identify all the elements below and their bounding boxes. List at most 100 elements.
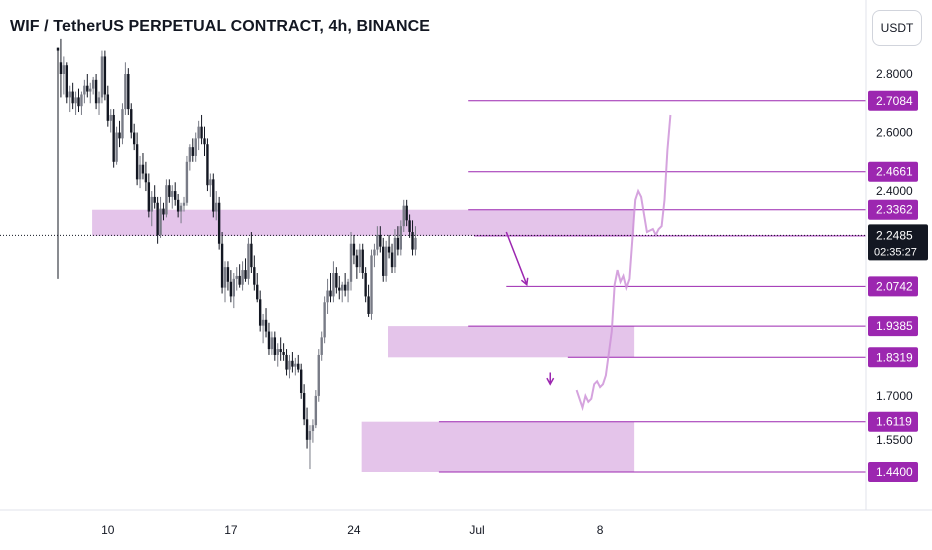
level-price-label: 1.4400 bbox=[876, 465, 913, 479]
candle-body bbox=[121, 109, 124, 139]
candle-body bbox=[91, 79, 95, 89]
candle-body bbox=[326, 290, 329, 303]
level-price-label: 2.0742 bbox=[876, 279, 913, 293]
candle-body bbox=[399, 226, 403, 250]
candle-body bbox=[223, 267, 227, 288]
candle-body bbox=[235, 275, 238, 279]
level-price-label: 2.4661 bbox=[876, 165, 913, 179]
candle-body bbox=[258, 299, 262, 326]
candle-body bbox=[247, 243, 250, 279]
candle-body bbox=[203, 138, 206, 145]
candle-body bbox=[220, 243, 224, 288]
candle-body bbox=[182, 202, 186, 206]
candle-body bbox=[361, 249, 364, 273]
candle-body bbox=[285, 354, 288, 370]
candle-body bbox=[212, 179, 215, 212]
candle-body bbox=[384, 246, 388, 276]
last-price-label: 2.2485 bbox=[876, 228, 913, 242]
candle-body bbox=[302, 392, 306, 420]
arrow-head bbox=[520, 277, 529, 287]
level-price-badge bbox=[868, 90, 918, 111]
candle-body bbox=[103, 56, 107, 95]
candle-body bbox=[390, 252, 394, 268]
candle-body bbox=[229, 281, 233, 297]
candle-body bbox=[165, 185, 168, 215]
candle-body bbox=[100, 56, 104, 98]
candle-body bbox=[217, 202, 221, 244]
zone-rectangle bbox=[388, 326, 635, 358]
candle-body bbox=[297, 363, 300, 370]
candle-body bbox=[379, 234, 382, 247]
level-price-badge bbox=[868, 276, 918, 297]
candles-layer bbox=[56, 38, 417, 470]
candle-body bbox=[206, 144, 209, 186]
price-tick-label: 2.6000 bbox=[876, 126, 913, 140]
price-tick-label: 2.4000 bbox=[876, 184, 913, 198]
candle-body bbox=[144, 173, 148, 183]
candle-body bbox=[279, 349, 282, 353]
candle-body bbox=[171, 191, 174, 197]
candle-body bbox=[276, 349, 279, 355]
candle-body bbox=[305, 419, 309, 440]
candle-body bbox=[185, 161, 189, 203]
candle-body bbox=[264, 319, 268, 332]
candle-body bbox=[317, 354, 320, 396]
candle-body bbox=[59, 62, 63, 74]
candle-body bbox=[341, 284, 344, 291]
axes: 2.8000 2.6000 2.4000 1.7000 1.5500 10 17 24 Jul 8… bbox=[0, 0, 932, 537]
candle-body bbox=[83, 85, 86, 95]
level-price-badge bbox=[868, 161, 918, 182]
candle-body bbox=[56, 47, 60, 51]
time-tick-label: 10 bbox=[101, 523, 115, 537]
candle-body bbox=[273, 337, 277, 355]
currency-selector-button[interactable]: USDT bbox=[872, 10, 922, 46]
candle-body bbox=[74, 97, 77, 104]
candle-body bbox=[408, 220, 411, 233]
candle-body bbox=[188, 147, 192, 162]
candle-body bbox=[147, 182, 151, 212]
candle-body bbox=[396, 237, 400, 250]
candle-body bbox=[291, 360, 294, 367]
candle-body bbox=[244, 270, 247, 279]
level-price-label: 1.8319 bbox=[876, 350, 913, 364]
candle-body bbox=[352, 243, 356, 256]
candle-body bbox=[311, 425, 315, 432]
candle-body bbox=[115, 132, 118, 162]
level-price-badge bbox=[868, 199, 918, 220]
candle-body bbox=[94, 79, 98, 104]
candle-body bbox=[132, 132, 136, 145]
candle-body bbox=[414, 237, 417, 250]
candle-body bbox=[194, 138, 197, 156]
candle-body bbox=[118, 132, 121, 139]
candle-body bbox=[299, 369, 303, 393]
candle-body bbox=[294, 363, 297, 367]
candle-body bbox=[112, 114, 115, 162]
level-price-badge bbox=[868, 347, 918, 368]
price-tick-label: 1.7000 bbox=[876, 389, 913, 403]
candle-body bbox=[367, 296, 370, 314]
candle-body bbox=[393, 237, 397, 268]
level-price-badge bbox=[868, 316, 918, 337]
candle-body bbox=[215, 202, 218, 212]
arrow-line bbox=[505, 231, 528, 285]
candle-body bbox=[364, 273, 367, 297]
price-tick-label: 1.5500 bbox=[876, 433, 913, 447]
candle-body bbox=[127, 74, 130, 110]
time-tick-label: 24 bbox=[347, 523, 361, 537]
candle-body bbox=[250, 243, 253, 268]
candle-body bbox=[130, 109, 133, 133]
level-price-label: 1.9385 bbox=[876, 319, 913, 333]
candle-body bbox=[267, 331, 271, 350]
candle-body bbox=[256, 284, 259, 300]
candle-body bbox=[241, 270, 244, 285]
level-price-badge bbox=[868, 462, 918, 482]
candle-body bbox=[159, 208, 162, 235]
level-price-label: 1.6119 bbox=[876, 415, 912, 429]
candle-body bbox=[405, 205, 408, 221]
last-price-badge bbox=[868, 224, 928, 261]
level-price-badge bbox=[868, 411, 918, 432]
candle-body bbox=[370, 255, 373, 314]
candle-body bbox=[382, 246, 385, 276]
zones-layer bbox=[92, 209, 635, 472]
